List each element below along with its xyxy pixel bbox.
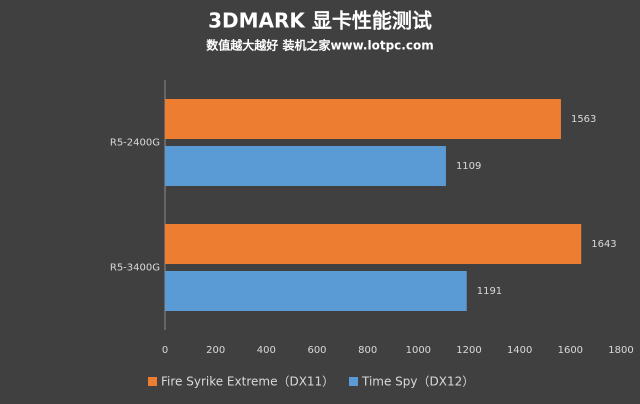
legend-label: Fire Syrike Extreme（DX11） <box>161 375 334 389</box>
value-label: 1643 <box>591 239 616 250</box>
x-tick-label: 1800 <box>608 345 633 356</box>
x-tick-label: 800 <box>358 345 377 356</box>
x-tick-label: 400 <box>257 345 276 356</box>
bar <box>165 146 446 186</box>
value-label: 1109 <box>456 161 481 172</box>
y-tick-label: R5-3400G <box>110 263 160 274</box>
bar <box>165 271 467 311</box>
value-label: 1191 <box>477 286 502 297</box>
legend-swatch <box>349 377 358 386</box>
legend-swatch <box>148 377 157 386</box>
x-tick-label: 1000 <box>406 345 431 356</box>
bar <box>165 99 561 139</box>
x-tick-label: 1200 <box>456 345 481 356</box>
x-tick-label: 1400 <box>507 345 532 356</box>
x-tick-label: 200 <box>206 345 225 356</box>
legend-label: Time Spy（DX12） <box>361 375 474 389</box>
chart-title: 3DMARK 显卡性能测试 <box>208 9 432 33</box>
value-label: 1563 <box>571 114 596 125</box>
x-tick-label: 1600 <box>558 345 583 356</box>
chart-subtitle: 数值越大越好 装机之家www.lotpc.com <box>206 38 433 53</box>
x-tick-label: 600 <box>307 345 326 356</box>
bar <box>165 224 582 264</box>
x-tick-label: 0 <box>162 345 168 356</box>
y-tick-label: R5-2400G <box>110 138 160 149</box>
